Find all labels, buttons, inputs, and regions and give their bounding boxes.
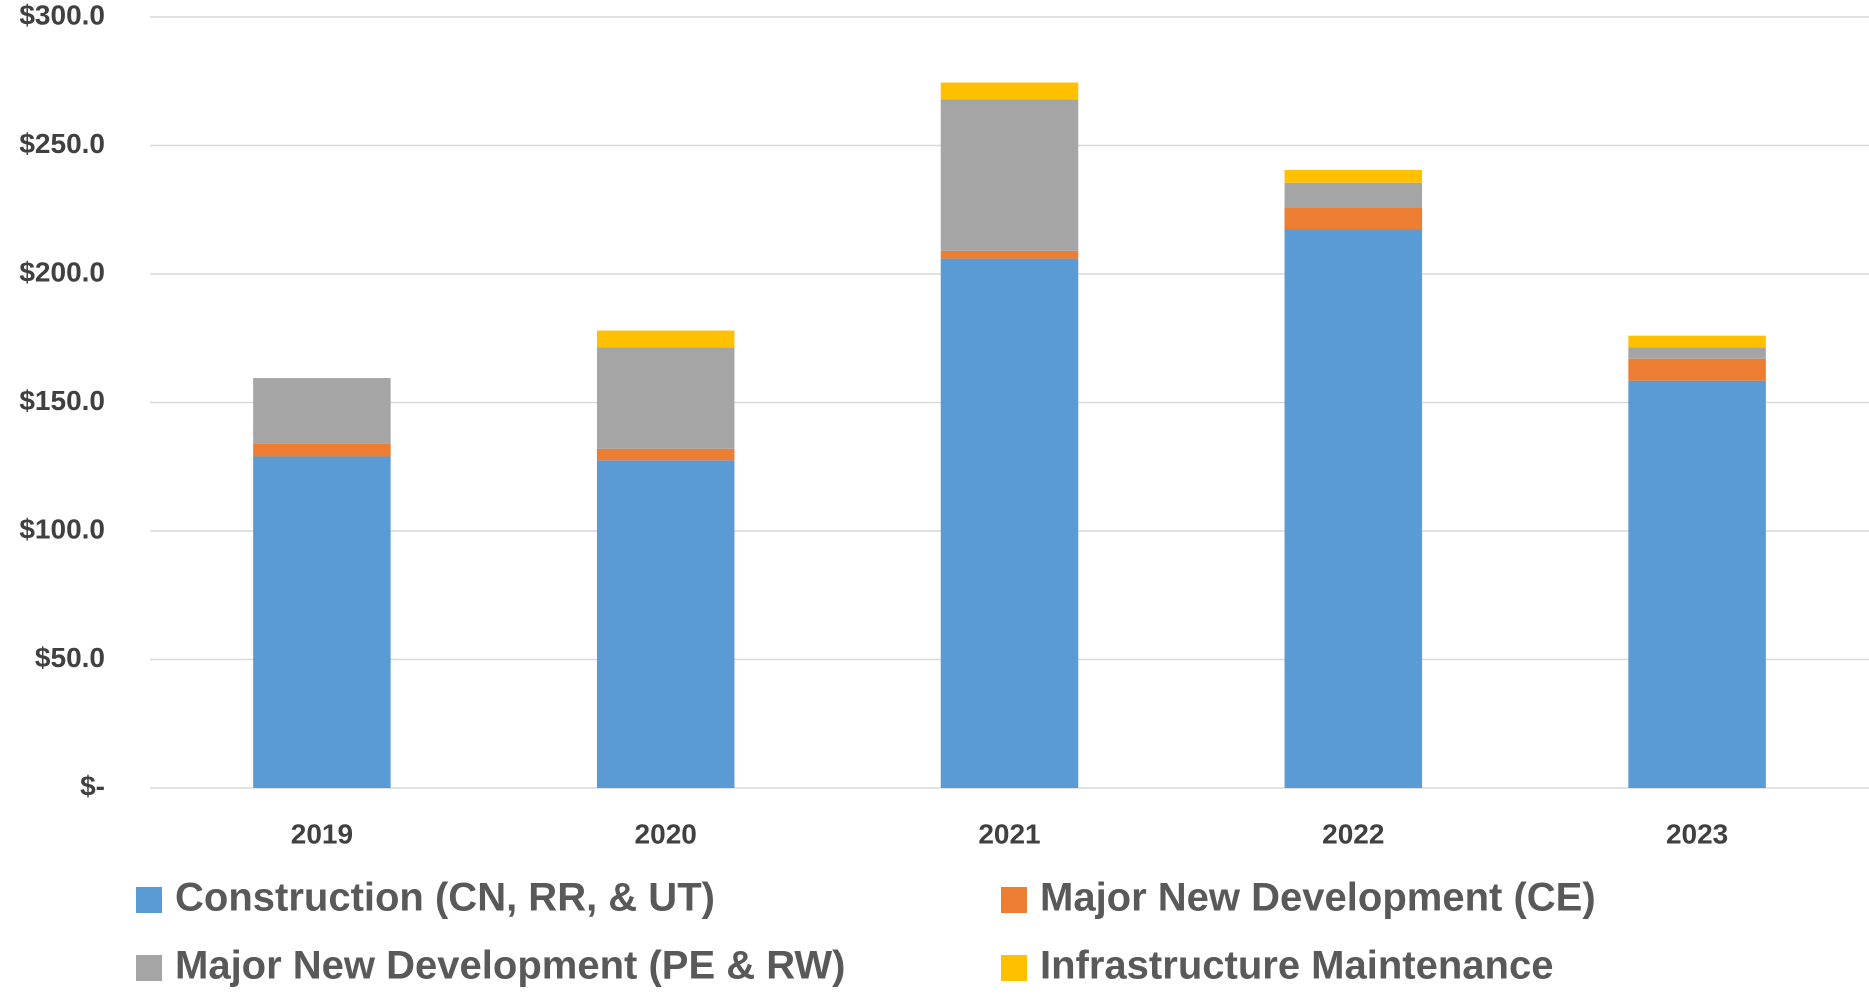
- x-tick-label: 2019: [291, 818, 353, 849]
- bar-segment: [1628, 347, 1766, 359]
- bar-segment: [1284, 229, 1423, 788]
- bar-segment: [940, 99, 1079, 251]
- legend-label: Major New Development (PE & RW): [175, 944, 845, 988]
- x-tick-label: 2022: [1322, 818, 1384, 849]
- bar-segment: [596, 347, 735, 449]
- y-tick-label: $250.0: [19, 128, 105, 159]
- bar-segment: [940, 258, 1079, 789]
- bar-segment: [596, 448, 735, 461]
- bar-segment: [253, 443, 391, 457]
- legend-label: Infrastructure Maintenance: [1040, 944, 1553, 988]
- legend-swatch: [1001, 887, 1027, 913]
- bar-segment: [1628, 358, 1766, 381]
- y-tick-label: $300.0: [19, 0, 105, 30]
- x-tick-label: 2023: [1666, 818, 1728, 849]
- bar-segment: [596, 330, 735, 348]
- bar-segment: [1628, 380, 1766, 788]
- x-tick-label: 2021: [978, 818, 1040, 849]
- bar-segment: [1284, 207, 1423, 230]
- y-tick-label: $150.0: [19, 385, 105, 416]
- legend-swatch: [1001, 955, 1027, 981]
- legend-swatch: [136, 955, 162, 981]
- y-tick-label: $-: [80, 770, 105, 801]
- bar-segment: [1628, 335, 1766, 348]
- y-tick-label: $200.0: [19, 256, 105, 287]
- bar-segment: [940, 250, 1079, 259]
- y-tick-label: $50.0: [35, 642, 105, 673]
- bar-segment: [596, 460, 735, 788]
- legend-label: Major New Development (CE): [1040, 876, 1596, 920]
- bar-segment: [1284, 182, 1423, 208]
- bar-segment: [1284, 169, 1423, 183]
- legend-label: Construction (CN, RR, & UT): [175, 876, 715, 920]
- bar-segment: [940, 82, 1079, 100]
- legend-swatch: [136, 887, 162, 913]
- bar-segment: [253, 378, 391, 444]
- y-tick-label: $100.0: [19, 513, 105, 544]
- bar-segment: [253, 456, 391, 788]
- x-tick-label: 2020: [635, 818, 697, 849]
